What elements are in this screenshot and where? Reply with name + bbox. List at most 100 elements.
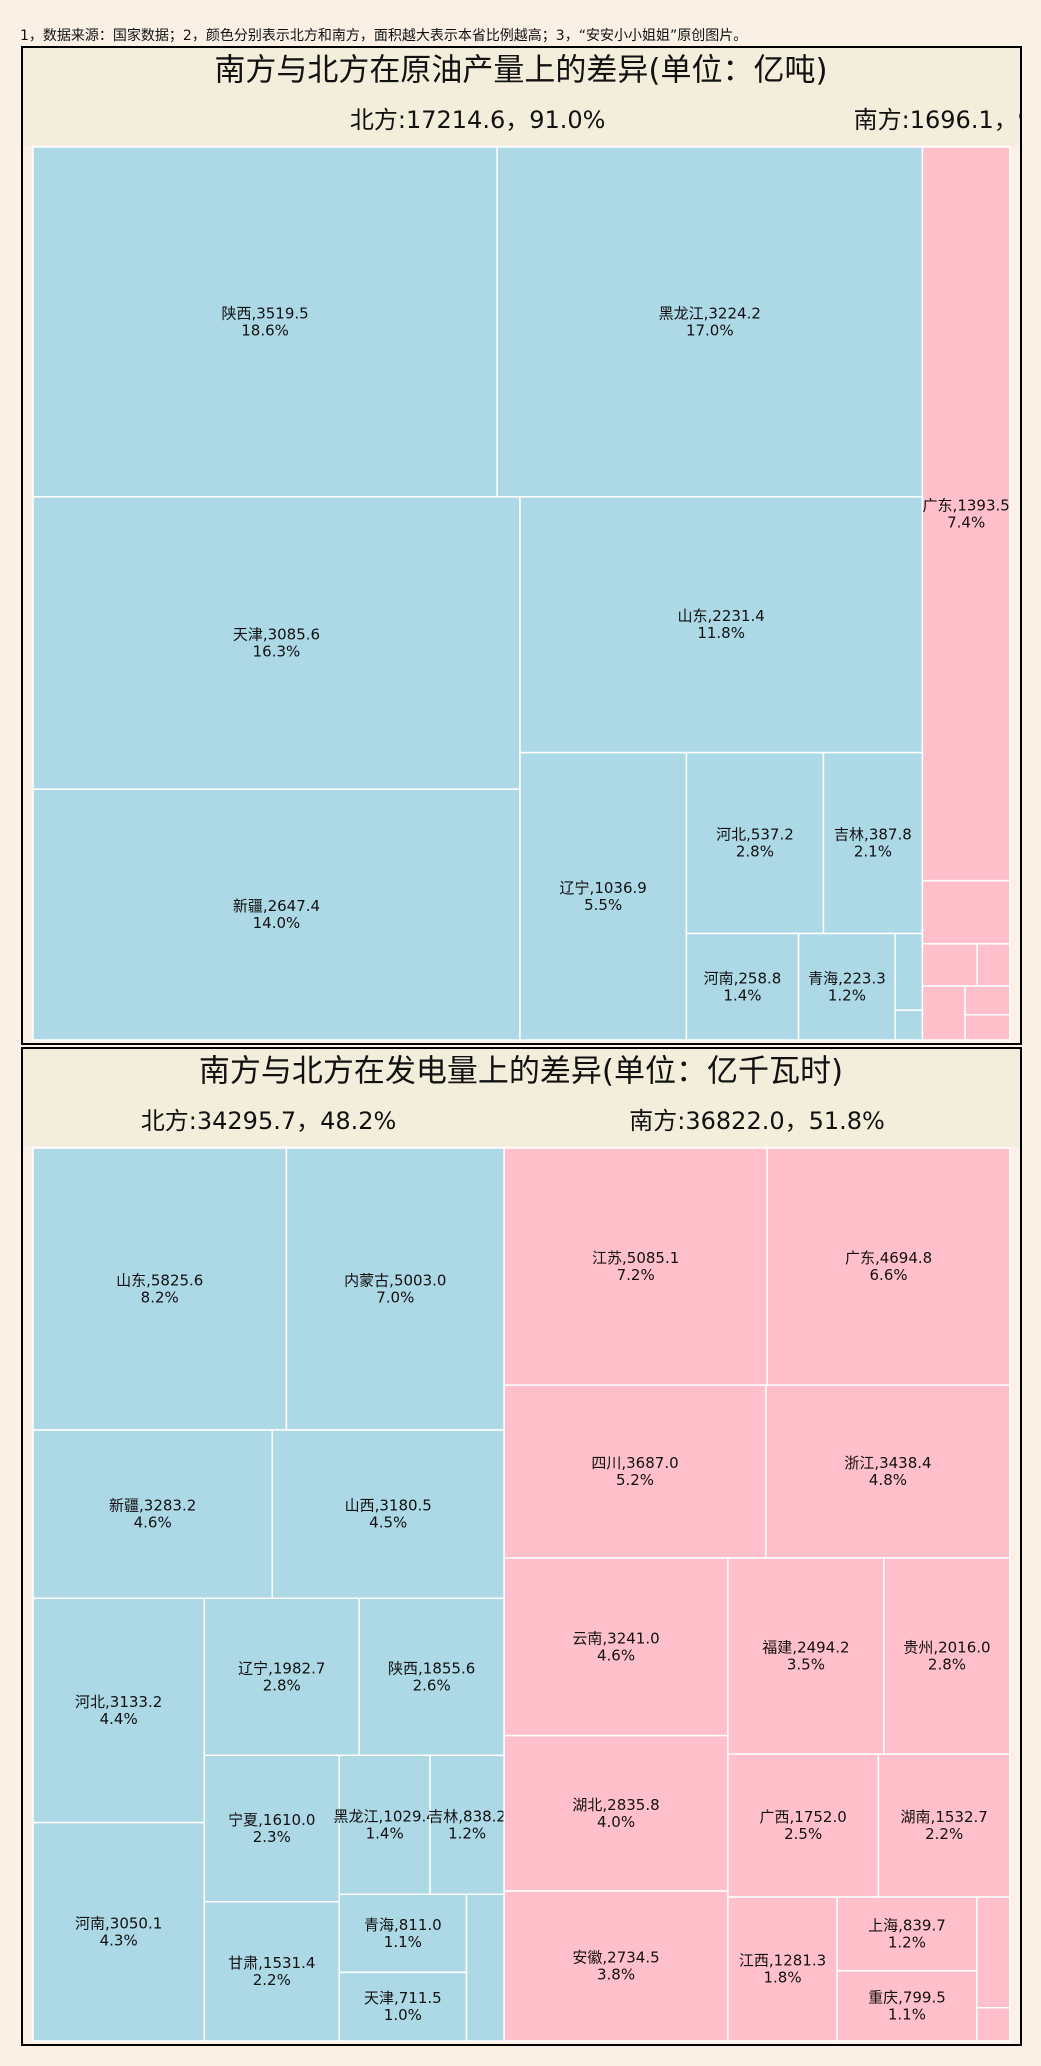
tile-label: 湖南,1532.7 [901,1808,988,1826]
tile-share: 4.3% [100,1931,138,1949]
tile-label: 新疆,2647.4 [233,897,320,915]
tile [503,1734,729,1892]
tile-label: 广东,1393.5 [923,496,1010,514]
tile-label: 上海,839.7 [868,1916,946,1934]
tile-share: 7.0% [376,1288,414,1306]
tile [203,1900,340,2042]
tile-label: 河南,3050.1 [75,1914,162,1932]
tile [32,1821,206,2042]
tile-label: 云南,3241.0 [572,1629,659,1647]
tile-share: 7.4% [947,513,985,531]
region-header: 北方:17214.6，91.0% [350,106,606,134]
tile-label: 江西,1281.3 [739,1952,826,1970]
tile [519,751,688,1041]
tile [921,146,1011,882]
tile [32,788,521,1041]
tile [32,1429,274,1600]
tile-share: 5.2% [616,1471,654,1489]
tile-label: 辽宁,1036.9 [560,879,647,897]
tile-label: 福建,2494.2 [762,1639,849,1657]
tile-share: 8.2% [141,1288,179,1306]
region-header: 南方:1696.1，9.0% [854,106,1041,134]
tile [503,1147,768,1386]
tile [921,943,978,987]
tile-label: 宁夏,1610.0 [228,1811,315,1829]
tile-share: 2.2% [253,1971,291,1989]
tile-label: 天津,3085.6 [233,625,320,643]
tile-share: 4.4% [100,1710,138,1728]
tile-label: 陕西,3519.5 [221,304,308,322]
title-band [22,1048,1021,1146]
tile-label: 河南,258.8 [704,969,782,987]
treemap-chart: 南方与北方在原油产量上的差异(单位：亿吨) 北方:17214.6，91.0% 陕西,… [22,47,1041,1041]
tile [429,1754,505,1895]
title-band [22,47,1021,145]
tile-share: 7.2% [617,1266,655,1284]
tile [32,1147,288,1431]
chart-title: 南方与北方在原油产量上的差异(单位：亿吨) [214,53,827,89]
tile-share: 2.8% [928,1656,966,1674]
tile-label: 贵州,2016.0 [903,1639,990,1657]
tile-label: 黑龙江,3224.2 [659,304,761,322]
tile-share: 1.4% [366,1824,404,1842]
chart-border [21,1047,1022,2046]
tile-share: 1.1% [888,2005,926,2023]
tile-share: 1.2% [828,986,866,1004]
tile-share: 4.0% [597,1813,635,1831]
tile [883,1557,1011,1755]
tile [358,1597,505,1757]
tile-label: 广西,1752.0 [760,1808,847,1826]
tile [285,1147,505,1431]
tile [921,879,1011,945]
tile-share: 17.0% [686,321,734,339]
tile-share: 2.6% [413,1676,451,1694]
tile-label: 黑龙江,1029.4 [334,1807,436,1825]
tile-label: 广东,4694.8 [845,1249,932,1267]
tile-share: 1.8% [763,1969,801,1987]
tile-share: 4.5% [369,1514,407,1532]
tile [271,1429,505,1600]
tile-share: 2.3% [253,1828,291,1846]
tile [976,1896,1011,2009]
tile [685,751,825,935]
chart-border [21,46,1022,1045]
region-header: 南方:36822.0，51.8% [629,1107,885,1135]
tile-share: 1.0% [384,2006,422,2024]
tile-label: 辽宁,1982.7 [238,1659,325,1677]
tile-label: 内蒙古,5003.0 [344,1271,446,1289]
tile-share: 2.2% [925,1825,963,1843]
tile-label: 天津,711.5 [364,1989,442,2007]
tile [32,1597,206,1824]
tile-share: 4.6% [597,1646,635,1664]
tile [727,1896,838,2042]
tile-label: 陕西,1855.6 [388,1659,475,1677]
tile-share: 1.2% [448,1824,486,1842]
tile-label: 江苏,5085.1 [592,1249,679,1267]
tile-label: 山东,5825.6 [116,1271,203,1289]
tile-label: 山东,2231.4 [678,607,765,625]
tile [822,751,924,935]
tile-share: 4.8% [869,1471,907,1489]
tile [976,2007,1011,2042]
tile-label: 河北,3133.2 [75,1693,162,1711]
tile-label: 新疆,3283.2 [109,1497,196,1515]
tile [894,1009,924,1041]
tile [894,932,924,1011]
tile [338,1754,431,1895]
tile-label: 吉林,838.2 [428,1807,506,1825]
region-header: 北方:34295.7，48.2% [141,1107,397,1135]
tile [519,496,924,754]
tile [797,932,897,1041]
tile-label: 浙江,3438.4 [844,1454,931,1472]
tile [338,1971,468,2042]
tile-label: 河北,537.2 [716,826,794,844]
tile-label: 青海,811.0 [364,1916,442,1934]
tile-share: 14.0% [253,914,301,932]
tile [685,932,800,1041]
tile [976,943,1011,987]
tile-share: 3.8% [597,1966,635,1984]
tile [766,1147,1011,1386]
tile-label: 四川,3687.0 [591,1454,678,1472]
tile-share: 3.5% [787,1656,825,1674]
tile-label: 重庆,799.5 [868,1988,946,2006]
